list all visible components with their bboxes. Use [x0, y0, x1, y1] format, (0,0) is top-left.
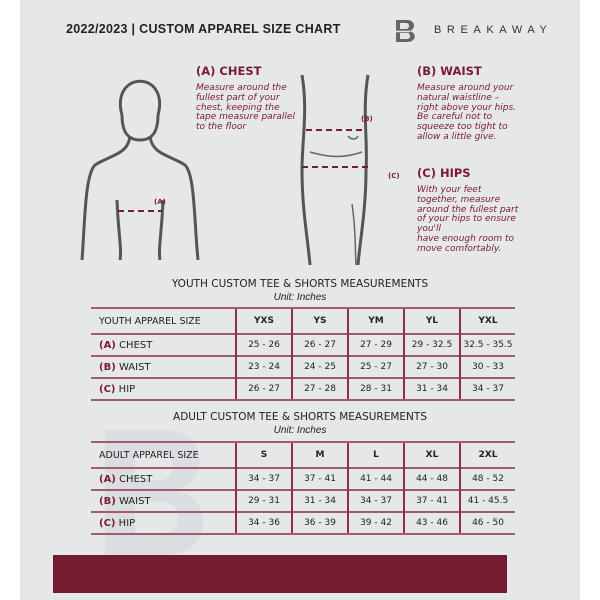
cell: 34 - 36: [235, 511, 292, 535]
cell: 46 - 50: [459, 511, 515, 535]
adult-table-title: ADULT CUSTOM TEE & SHORTS MEASUREMENTS: [173, 411, 427, 423]
size-header: 2XL: [459, 441, 515, 468]
table-row: (C) HIP 34 - 36 36 - 39 39 - 42 43 - 46 46 -…: [91, 511, 515, 535]
youth-table-title: YOUTH CUSTOM TEE & SHORTS MEASUREMENTS: [171, 278, 429, 290]
table-row: (B) WAIST 23 - 24 24 - 25 25 - 27 27 - 30 30…: [91, 355, 515, 378]
cell: 25 - 26: [235, 333, 292, 356]
row-label: (C) HIP: [91, 377, 236, 401]
cell: 31 - 34: [403, 377, 460, 401]
cell: 39 - 42: [347, 511, 404, 535]
cell: 44 - 48: [403, 467, 460, 490]
cell: 37 - 41: [403, 489, 460, 512]
size-header: M: [291, 441, 348, 468]
waist-heading: (B) WAIST: [417, 64, 482, 78]
breakaway-logo-icon: [390, 20, 415, 42]
youth-unit: Unit: Inches: [273, 292, 327, 303]
cell: 34 - 37: [459, 377, 515, 401]
cell: 32.5 - 35.5: [459, 333, 515, 356]
lower-body-figure: [300, 74, 370, 265]
chest-heading: (A) CHEST: [196, 64, 262, 78]
cell: 29 - 32.5: [403, 333, 460, 356]
cell: 27 - 30: [403, 355, 460, 378]
row-label: (B) WAIST: [91, 355, 236, 378]
size-header: L: [347, 441, 404, 468]
row-label: (A) CHEST: [91, 467, 236, 490]
cell: 31 - 34: [291, 489, 348, 512]
adult-size-table: ADULT APPAREL SIZE S M L XL 2XL (A) CHES…: [91, 441, 515, 535]
header-label: YOUTH APPAREL SIZE: [91, 307, 236, 334]
footer-bar: [53, 555, 507, 593]
header-label: ADULT APPAREL SIZE: [91, 441, 236, 468]
cell: 26 - 27: [235, 377, 292, 401]
cell: 27 - 28: [291, 377, 348, 401]
hips-instructions: With your feet together, measure around th…: [417, 185, 519, 254]
cell: 23 - 24: [235, 355, 292, 378]
cell: 48 - 52: [459, 467, 515, 490]
cell: 30 - 33: [459, 355, 515, 378]
waist-instructions: Measure around your natural waistline – ri…: [417, 83, 517, 142]
cell: 34 - 37: [347, 489, 404, 512]
cell: 24 - 25: [291, 355, 348, 378]
upper-body-figure: [80, 79, 200, 260]
page-title: 2022/2023 | CUSTOM APPAREL SIZE CHART: [66, 22, 341, 36]
size-header: YL: [403, 307, 460, 334]
size-header: YM: [347, 307, 404, 334]
size-header: XL: [403, 441, 460, 468]
table-row: (C) HIP 26 - 27 27 - 28 28 - 31 31 - 34 34 -…: [91, 377, 515, 401]
chest-instructions: Measure around the fullest part of your ch…: [196, 83, 295, 133]
cell: 37 - 41: [291, 467, 348, 490]
cell: 43 - 46: [403, 511, 460, 535]
cell: 29 - 31: [235, 489, 292, 512]
table-row: (A) CHEST 34 - 37 37 - 41 41 - 44 44 - 48 48…: [91, 467, 515, 490]
row-label: (C) HIP: [91, 511, 236, 535]
cell: 34 - 37: [235, 467, 292, 490]
size-header: YS: [291, 307, 348, 334]
cell: 36 - 39: [291, 511, 348, 535]
table-row: (A) CHEST 25 - 26 26 - 27 27 - 29 29 - 32.5…: [91, 333, 515, 356]
table-header-row: YOUTH APPAREL SIZE YXS YS YM YL YXL: [91, 307, 515, 334]
row-label: (A) CHEST: [91, 333, 236, 356]
hips-marker: (C): [388, 172, 400, 180]
cell: 41 - 44: [347, 467, 404, 490]
chest-marker: (A): [154, 198, 166, 206]
cell: 28 - 31: [347, 377, 404, 401]
youth-size-table: YOUTH APPAREL SIZE YXS YS YM YL YXL (A) …: [91, 307, 515, 401]
size-header: S: [235, 441, 292, 468]
hips-heading: (C) HIPS: [417, 166, 471, 180]
brand-name: BREAKAWAY: [434, 24, 553, 36]
cell: 26 - 27: [291, 333, 348, 356]
row-label: (B) WAIST: [91, 489, 236, 512]
adult-unit: Unit: Inches: [273, 425, 327, 436]
table-header-row: ADULT APPAREL SIZE S M L XL 2XL: [91, 441, 515, 468]
cell: 41 - 45.5: [459, 489, 515, 512]
waist-marker: (B): [361, 115, 373, 123]
table-row: (B) WAIST 29 - 31 31 - 34 34 - 37 37 - 41 41…: [91, 489, 515, 512]
cell: 25 - 27: [347, 355, 404, 378]
cell: 27 - 29: [347, 333, 404, 356]
size-header: YXL: [459, 307, 515, 334]
size-header: YXS: [235, 307, 292, 334]
